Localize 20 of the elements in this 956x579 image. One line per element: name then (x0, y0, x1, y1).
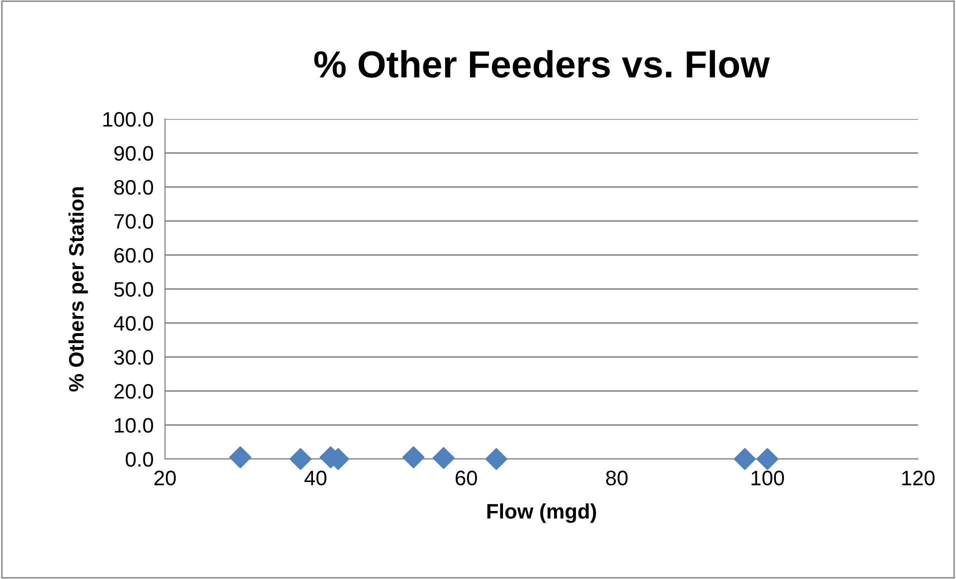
x-tick-label: 40 (304, 470, 326, 486)
y-tick-label: 70.0 (114, 214, 154, 229)
y-tick-label: 50.0 (114, 282, 154, 297)
y-axis-title: % Others per Station (68, 187, 88, 392)
x-axis-title: Flow (mgd) (487, 503, 596, 523)
y-tick-label: 0.0 (126, 452, 154, 467)
x-tick-label: 20 (154, 470, 176, 486)
x-tick-label: 80 (606, 470, 628, 486)
x-tick-label: 60 (456, 470, 477, 486)
y-tick-label: 100.0 (103, 112, 154, 127)
chart-title: % Other Feeders vs. Flow (314, 50, 770, 78)
y-tick-label: 60.0 (114, 248, 154, 263)
y-tick-label: 80.0 (114, 180, 154, 195)
y-tick-label: 20.0 (114, 384, 154, 399)
x-tick-label: 120 (902, 470, 935, 486)
y-tick-label: 90.0 (114, 146, 154, 161)
x-tick-label: 100 (752, 470, 784, 486)
y-tick-label: 10.0 (114, 418, 154, 433)
y-tick-label: 30.0 (114, 350, 154, 365)
y-tick-label: 40.0 (114, 316, 154, 331)
